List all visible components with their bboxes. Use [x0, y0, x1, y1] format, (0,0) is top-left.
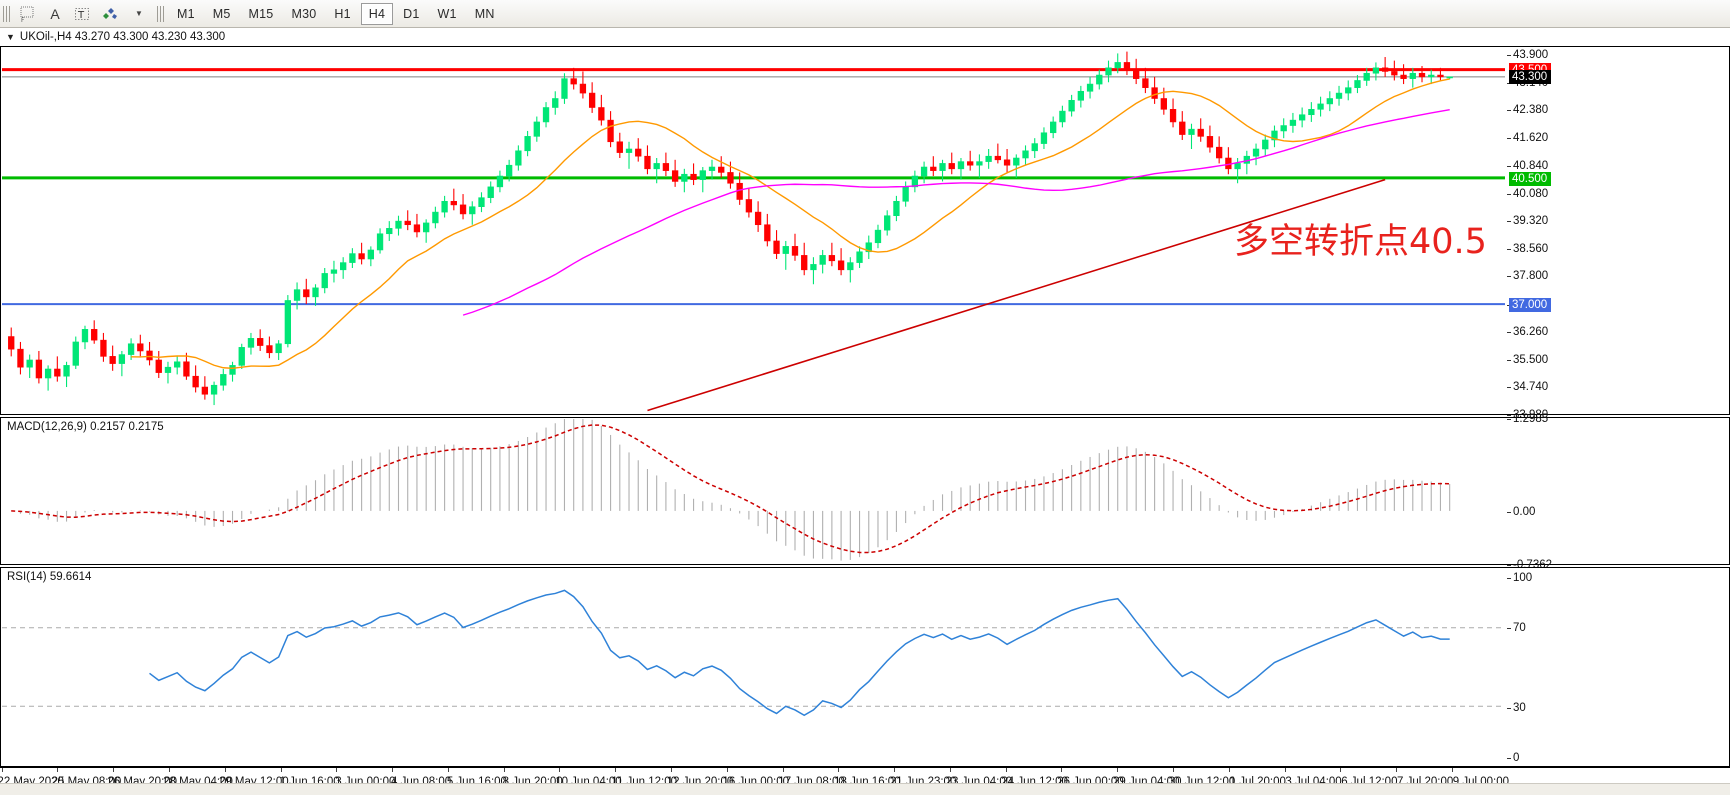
time-tick: [671, 768, 672, 772]
svg-text:F: F: [21, 17, 25, 22]
time-tick: [113, 768, 115, 772]
macd-histogram: [11, 419, 1449, 561]
price-tick: 41.620: [1506, 131, 1549, 144]
time-tick: [949, 768, 951, 772]
objects-icon[interactable]: [97, 3, 124, 25]
time-tick: [1340, 768, 1342, 772]
text-icon[interactable]: A: [50, 5, 60, 22]
rsi-line: [150, 590, 1450, 715]
timeframe-h1[interactable]: H1: [334, 6, 351, 21]
time-tick: [447, 768, 449, 772]
text-label-icon[interactable]: T: [69, 3, 95, 25]
rsi-title: RSI(14) 59.6614: [7, 571, 92, 583]
rsi-tick: 70: [1507, 622, 1526, 635]
time-tick: [224, 768, 226, 772]
time-tick: [1396, 768, 1398, 772]
toolbar-grip-2[interactable]: [157, 3, 166, 24]
price-tick: 40.080: [1506, 187, 1549, 200]
level-price-label[interactable]: 37.000: [1509, 298, 1552, 313]
macd-series-layer: [2, 419, 1505, 563]
crosshair-icon[interactable]: F: [15, 3, 41, 25]
time-tick: [503, 768, 505, 772]
price-axis[interactable]: 43.90043.14042.38041.62040.84040.08039.3…: [1506, 47, 1729, 421]
price-tick: 34.740: [1506, 381, 1549, 394]
timeframe-m15[interactable]: M15: [248, 6, 274, 21]
macd-axis[interactable]: 1.2985 0.00 -0.7362: [1506, 413, 1729, 571]
time-tick: [1117, 768, 1119, 772]
time-tick: [1228, 768, 1230, 772]
rsi-tick: 100: [1506, 572, 1533, 584]
time-tick: [336, 768, 338, 772]
macd-plot-area[interactable]: [2, 419, 1505, 563]
time-tick: [838, 768, 840, 772]
timeframe-mn[interactable]: MN: [474, 6, 495, 21]
candlestick-series: [8, 52, 1453, 405]
ma-slow-magenta: [463, 110, 1450, 315]
rsi-pane[interactable]: RSI(14) 59.6614 100 70 30 0: [0, 567, 1730, 767]
time-tick: [57, 768, 59, 772]
caret-glyph: ▼: [135, 9, 143, 18]
ma-long-red: [647, 180, 1385, 411]
pane-expander-icon[interactable]: ▼: [6, 32, 15, 42]
time-tick: [392, 768, 394, 772]
price-tick: 36.260: [1506, 326, 1549, 339]
time-tick: [1451, 768, 1453, 772]
rsi-tick: 0: [1506, 752, 1520, 764]
timeframe-w1[interactable]: W1: [437, 6, 457, 21]
timeframe-m30[interactable]: M30: [291, 6, 317, 21]
macd-tick: 1.2985: [1506, 413, 1549, 425]
symbol-info-bar: ▼ UKOil-,H4 43.270 43.300 43.230 43.300: [0, 28, 1730, 46]
toolbar: F A T ▼ M1 M5 M15 M30 H1 H4 D1 W1 MN: [0, 0, 1730, 28]
timeframe-h4[interactable]: H4: [360, 2, 394, 25]
time-tick: [615, 768, 617, 772]
ma-fast-orange: [131, 79, 1450, 368]
price-candles-layer: [2, 48, 1505, 413]
timeframe-m1[interactable]: M1: [177, 6, 195, 21]
horizontal-scrollbar[interactable]: [0, 783, 1730, 795]
time-tick: [782, 768, 784, 772]
support-price-label[interactable]: 40.500: [1509, 171, 1552, 186]
rsi-axis[interactable]: 100 70 30 0: [1506, 568, 1729, 766]
objects-dropdown-caret[interactable]: ▼: [126, 3, 150, 25]
price-tick: 38.560: [1506, 242, 1549, 255]
time-tick: [1061, 768, 1063, 772]
timeframe-d1[interactable]: D1: [403, 6, 420, 21]
price-tick: 39.320: [1506, 215, 1549, 228]
rsi-tick: 30: [1507, 701, 1526, 714]
macd-pane[interactable]: MACD(12,26,9) 0.2157 0.2175 1.2985 0.00 -0…: [0, 413, 1730, 571]
trend-reversal-annotation: 多空转折点40.5: [1234, 221, 1487, 262]
rsi-series-layer: [2, 569, 1505, 765]
time-tick: [1005, 768, 1007, 772]
price-tick: 37.800: [1506, 270, 1549, 283]
svg-text:T: T: [77, 10, 85, 21]
macd-signal-line: [11, 425, 1450, 553]
price-tick: 43.900: [1506, 49, 1549, 62]
timeframe-group: M1 M5 M15 M30 H1 H4 D1 W1 MN: [168, 2, 504, 25]
time-tick: [1173, 768, 1174, 772]
time-tick: [559, 768, 561, 772]
toolbar-grip-1[interactable]: [3, 3, 12, 24]
time-tick: [1284, 768, 1286, 772]
price-plot-area[interactable]: 多空转折点40.5: [2, 48, 1505, 413]
timeframe-m5[interactable]: M5: [212, 6, 231, 21]
time-tick: [894, 768, 896, 772]
symbol-ohlc-text: UKOil-,H4 43.270 43.300 43.230 43.300: [19, 31, 226, 43]
time-tick: [1, 768, 3, 772]
time-tick: [726, 768, 728, 772]
macd-tick: 0.00: [1506, 506, 1536, 519]
time-tick: [169, 768, 170, 772]
price-tick: 35.500: [1506, 353, 1549, 366]
price-tick: 42.380: [1506, 104, 1549, 117]
current-price-label[interactable]: 43.300: [1509, 70, 1552, 84]
rsi-plot-area[interactable]: [2, 569, 1505, 765]
price-tick: 40.840: [1506, 160, 1549, 173]
macd-title: MACD(12,26,9) 0.2157 0.2175: [7, 421, 164, 433]
price-pane[interactable]: 多空转折点40.5 43.90043.14042.38041.62040.840…: [0, 46, 1730, 421]
time-tick: [280, 768, 282, 772]
